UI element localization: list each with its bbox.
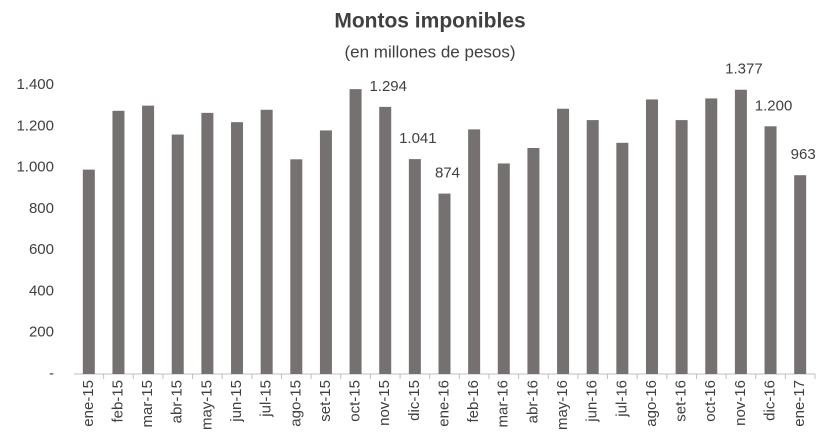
- x-tick-label: ene-16: [435, 380, 452, 427]
- bar: [468, 129, 481, 374]
- bar: [201, 112, 214, 374]
- bar: [705, 98, 718, 375]
- x-tick-label: oct-15: [347, 380, 364, 422]
- data-label: 1.294: [369, 78, 407, 95]
- bar: [260, 109, 273, 375]
- data-label: 1.041: [399, 130, 437, 147]
- chart-subtitle: (en millones de pesos): [344, 42, 515, 61]
- bar: [112, 110, 125, 374]
- bar: [794, 175, 807, 374]
- bar: [734, 89, 747, 374]
- x-tick-label: abr-15: [169, 380, 186, 423]
- y-tick-label: 800: [29, 200, 54, 217]
- x-tick-label: set-15: [317, 380, 334, 422]
- bar: [142, 105, 155, 375]
- x-tick-label: may-15: [198, 380, 215, 430]
- x-tick-label: feb-15: [109, 380, 126, 423]
- y-tick-label: 600: [29, 241, 54, 258]
- data-label: 1.200: [755, 97, 793, 114]
- x-tick-label: ago-15: [287, 380, 304, 427]
- x-tick-label: dic-16: [762, 380, 779, 421]
- bar: [675, 120, 688, 374]
- bar: [764, 126, 777, 375]
- y-tick-label: 1.400: [16, 76, 54, 93]
- x-tick-label: may-16: [554, 380, 571, 430]
- data-label: 1.377: [725, 61, 763, 78]
- x-tick-label: jul-16: [613, 380, 630, 418]
- x-tick-label: jun-15: [228, 380, 245, 423]
- x-tick-label: nov-15: [376, 380, 393, 426]
- x-tick-label: ene-15: [80, 380, 97, 427]
- x-tick-label: ago-16: [643, 380, 660, 427]
- x-tick-label: oct-16: [702, 380, 719, 422]
- bar: [616, 142, 629, 374]
- x-tick-label: jun-16: [584, 380, 601, 423]
- bar: [171, 134, 184, 374]
- y-tick-label: 1.000: [16, 159, 54, 176]
- bar: [438, 193, 451, 374]
- y-tick-label: 200: [29, 324, 54, 341]
- chart-title: Montos imponibles: [334, 10, 525, 33]
- data-label: 963: [791, 146, 816, 163]
- x-tick-label: mar-15: [139, 380, 156, 428]
- y-tick-label: 400: [29, 282, 54, 299]
- x-tick-label: set-16: [673, 380, 690, 422]
- bar: [290, 159, 303, 374]
- x-tick-label: feb-16: [465, 380, 482, 423]
- x-tick-label: mar-16: [495, 380, 512, 428]
- bar: [557, 108, 570, 374]
- y-tick-label: -: [49, 365, 54, 382]
- x-tick-label: dic-15: [406, 380, 423, 421]
- bar: [379, 106, 392, 374]
- bar: [349, 89, 362, 374]
- data-label: 874: [435, 165, 460, 182]
- y-tick-label: 1.200: [16, 117, 54, 134]
- bar: [586, 120, 599, 374]
- bar: [408, 159, 421, 374]
- bar: [497, 163, 510, 374]
- x-tick-label: abr-16: [524, 380, 541, 423]
- x-tick-label: ene-17: [791, 380, 808, 427]
- x-tick-label: jul-15: [258, 380, 275, 418]
- bar: [231, 122, 244, 375]
- bar: [82, 169, 95, 374]
- bar: [527, 147, 540, 374]
- x-tick-label: nov-16: [732, 380, 749, 426]
- bar: [645, 99, 658, 374]
- bar: [319, 130, 332, 374]
